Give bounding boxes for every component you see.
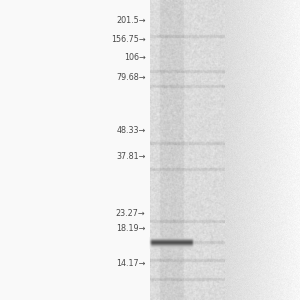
Text: 106→: 106→: [124, 53, 146, 62]
Text: 48.33→: 48.33→: [116, 126, 146, 135]
Text: 37.81→: 37.81→: [116, 152, 146, 161]
Text: 18.19→: 18.19→: [116, 224, 146, 233]
Text: 156.75→: 156.75→: [111, 34, 146, 43]
Text: 79.68→: 79.68→: [116, 74, 146, 82]
Text: 14.17→: 14.17→: [116, 259, 146, 268]
Text: 23.27→: 23.27→: [116, 208, 146, 217]
Text: 201.5→: 201.5→: [116, 16, 146, 25]
